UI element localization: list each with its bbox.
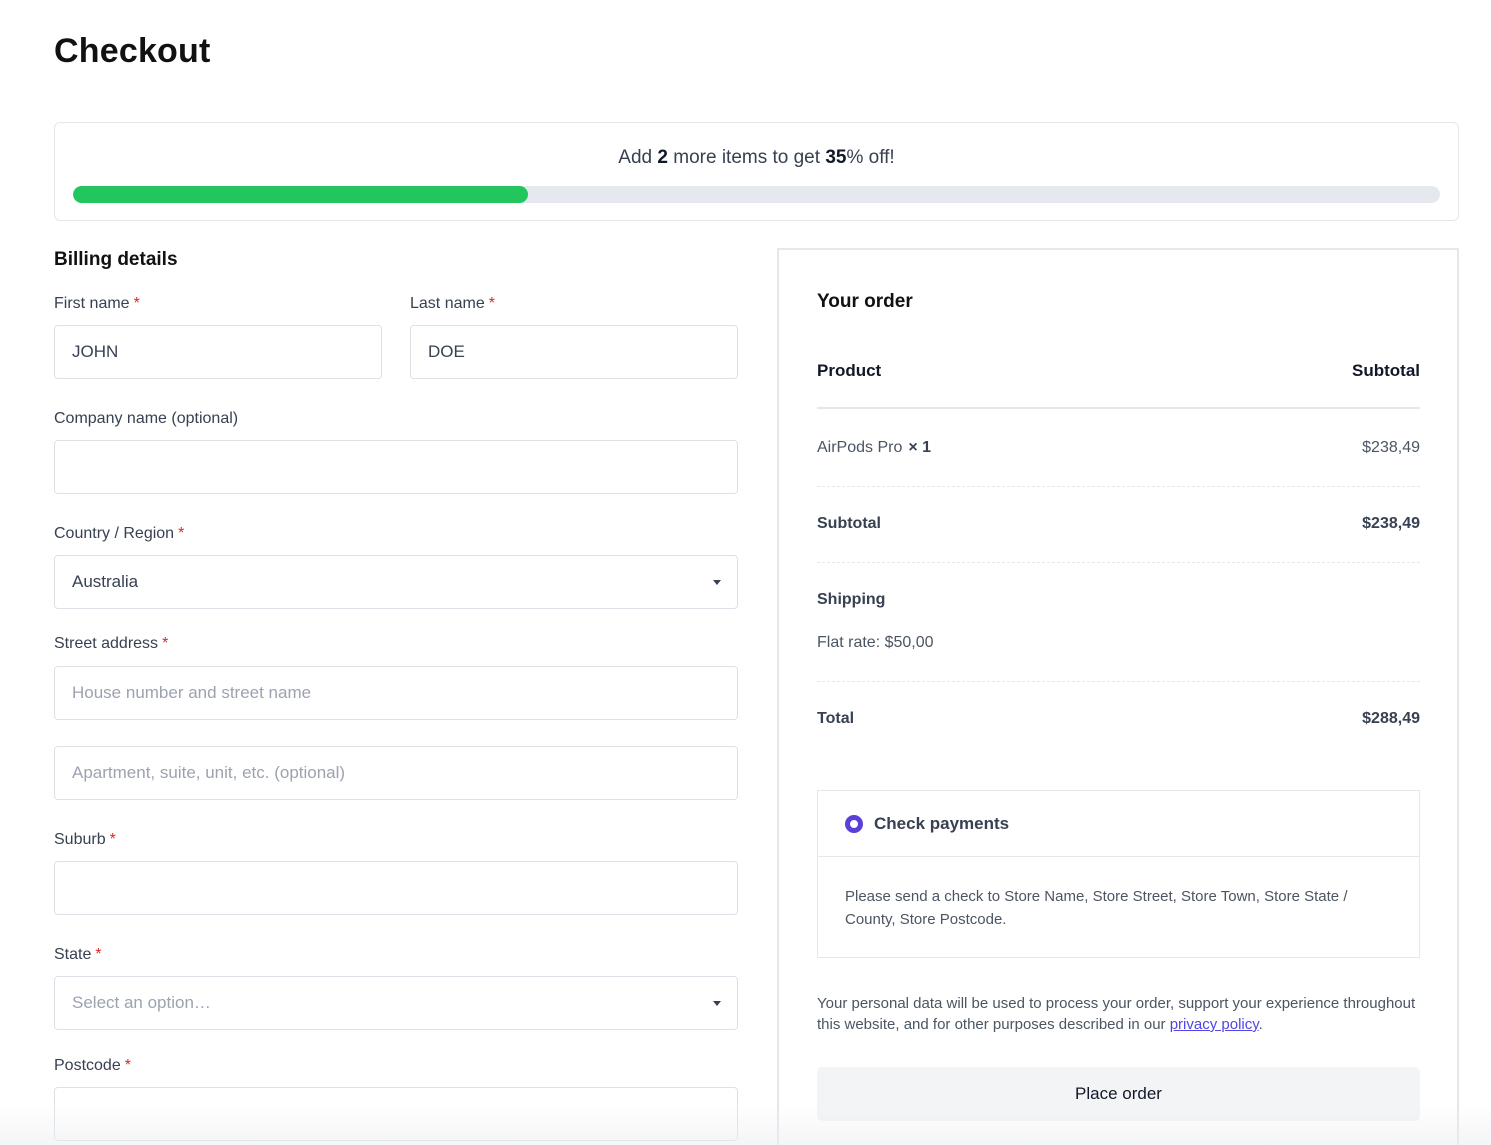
- required-asterisk: *: [488, 295, 495, 312]
- first-name-label-text: First name: [54, 295, 130, 312]
- total-row: Total $288,49: [817, 710, 1420, 728]
- payment-method-box: Check payments Please send a check to St…: [817, 790, 1420, 958]
- promo-discount: 35: [825, 147, 847, 168]
- required-asterisk: *: [124, 1057, 131, 1074]
- payment-option-label: Check payments: [874, 813, 1010, 833]
- postcode-label: Postcode *: [54, 1057, 131, 1075]
- state-label-text: State: [54, 946, 92, 963]
- order-heading: Your order: [817, 291, 913, 312]
- state-select[interactable]: Select an option…: [54, 976, 738, 1030]
- first-name-label: First name *: [54, 295, 140, 313]
- privacy-text: Your personal data will be used to proce…: [817, 995, 1416, 1033]
- country-label-text: Country / Region: [54, 525, 175, 542]
- street-label: Street address *: [54, 635, 168, 653]
- total-label: Total: [817, 710, 855, 727]
- shipping-row: Shipping: [817, 591, 1420, 609]
- total-value: $288,49: [1362, 710, 1420, 727]
- state-label: State *: [54, 946, 102, 964]
- promo-count: 2: [657, 147, 668, 168]
- payment-option-check[interactable]: Check payments: [818, 791, 1419, 857]
- street-address-field[interactable]: House number and street name: [54, 666, 738, 720]
- suburb-field[interactable]: [54, 861, 738, 915]
- payment-description: Please send a check to Store Name, Store…: [845, 888, 1348, 928]
- subtotal-value: $238,49: [1362, 515, 1420, 532]
- company-label: Company name (optional): [54, 410, 239, 427]
- promo-message: Add 2 more items to get 35% off!: [55, 147, 1458, 169]
- promo-middle: more items to get: [667, 147, 826, 168]
- order-item-quantity: × 1: [908, 439, 932, 456]
- chevron-down-icon: [713, 580, 721, 585]
- privacy-policy-link[interactable]: privacy policy: [1169, 1016, 1259, 1033]
- divider: [817, 562, 1420, 563]
- postcode-field[interactable]: [54, 1087, 738, 1141]
- shipping-method-row: Flat rate: $50,00: [817, 634, 1420, 652]
- divider: [817, 681, 1420, 682]
- last-name-label-text: Last name: [410, 295, 485, 312]
- required-asterisk: *: [95, 946, 102, 963]
- product-column-header: Product: [817, 361, 882, 380]
- promo-prefix: Add: [618, 147, 658, 168]
- shipping-label: Shipping: [817, 591, 886, 608]
- subtotal-column-header: Subtotal: [1352, 361, 1420, 380]
- promo-progress-fill: [73, 186, 529, 203]
- required-asterisk: *: [109, 831, 116, 848]
- required-asterisk: *: [133, 295, 140, 312]
- radio-selected-icon[interactable]: [845, 814, 863, 833]
- company-field[interactable]: [54, 440, 738, 494]
- promo-progress-card: Add 2 more items to get 35% off!: [54, 122, 1459, 221]
- divider: [817, 407, 1420, 409]
- state-placeholder: Select an option…: [72, 993, 211, 1012]
- country-label: Country / Region *: [54, 525, 184, 543]
- suburb-label: Suburb *: [54, 831, 116, 849]
- order-summary-panel: Your order Product Subtotal AirPods Pro ×…: [777, 248, 1459, 1145]
- subtotal-label: Subtotal: [817, 515, 881, 532]
- privacy-end: .: [1258, 1016, 1263, 1033]
- suburb-label-text: Suburb: [54, 831, 106, 848]
- place-order-button[interactable]: Place order: [817, 1067, 1420, 1121]
- order-item-name: AirPods Pro: [817, 439, 903, 456]
- last-name-field[interactable]: DOE: [410, 325, 738, 379]
- last-name-label: Last name *: [410, 295, 495, 313]
- street-label-text: Street address: [54, 635, 159, 652]
- shipping-method: Flat rate: $50,00: [817, 634, 934, 651]
- order-table-header: Product Subtotal: [817, 361, 1420, 381]
- postcode-label-text: Postcode: [54, 1057, 121, 1074]
- privacy-notice: Your personal data will be used to proce…: [817, 993, 1420, 1035]
- required-asterisk: *: [178, 525, 185, 542]
- subtotal-row: Subtotal $238,49: [817, 515, 1420, 533]
- promo-suffix: % off!: [846, 147, 895, 168]
- promo-progress-bar: [73, 186, 1440, 203]
- billing-heading: Billing details: [54, 249, 178, 270]
- order-item-price: $238,49: [1362, 439, 1420, 456]
- order-item-row: AirPods Pro × 1 $238,49: [817, 439, 1420, 457]
- divider: [817, 486, 1420, 487]
- country-select[interactable]: Australia: [54, 555, 738, 609]
- street-address-line2-field[interactable]: Apartment, suite, unit, etc. (optional): [54, 746, 738, 800]
- page-title: Checkout: [54, 32, 211, 70]
- country-selected-value: Australia: [72, 572, 139, 591]
- required-asterisk: *: [162, 635, 169, 652]
- first-name-field[interactable]: JOHN: [54, 325, 382, 379]
- chevron-down-icon: [713, 1001, 721, 1006]
